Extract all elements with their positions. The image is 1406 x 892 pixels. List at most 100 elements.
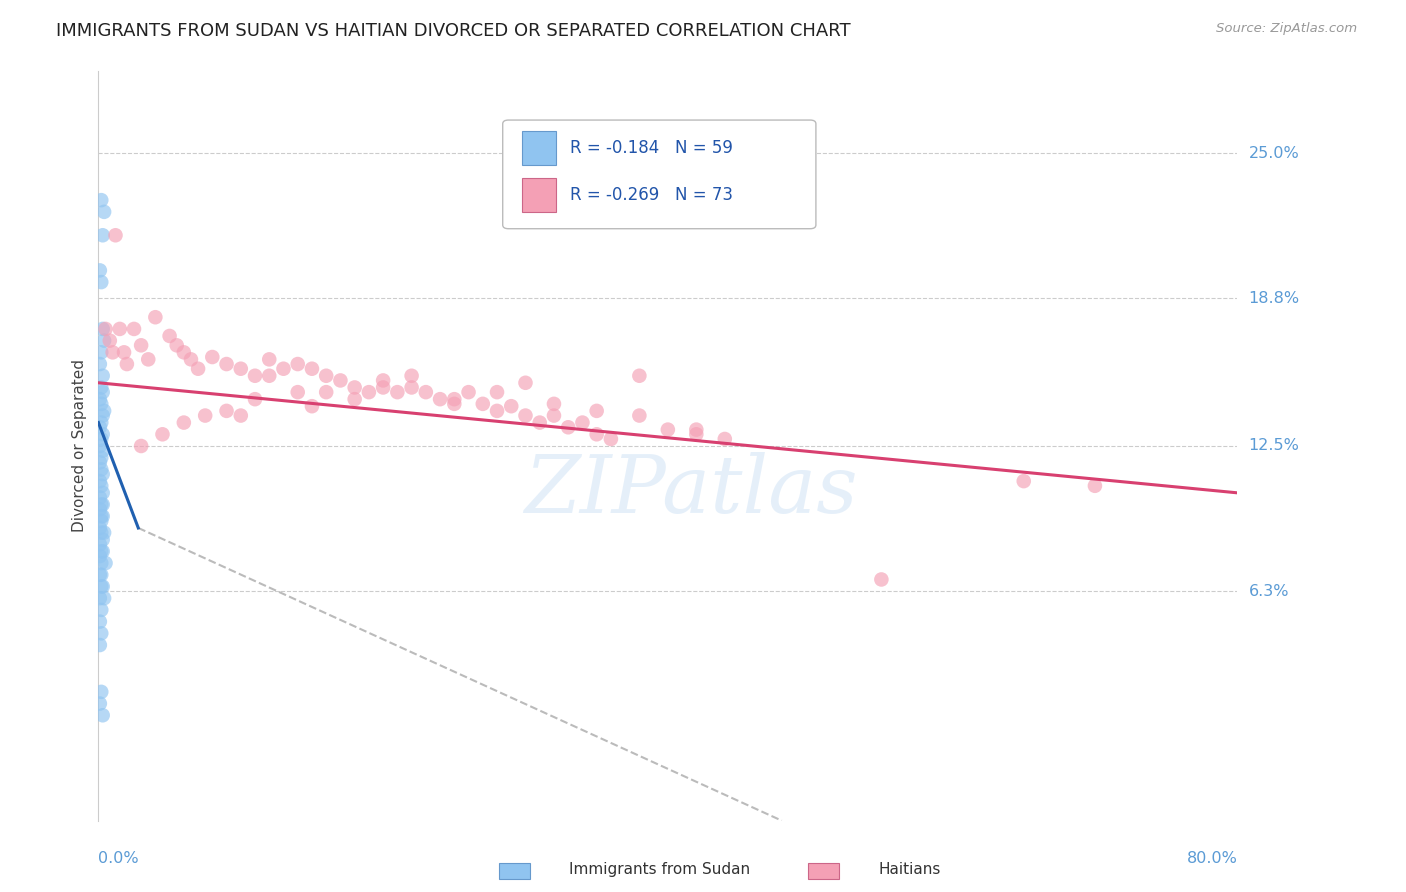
Point — [657, 423, 679, 437]
Point — [90, 275, 112, 289]
Point — [215, 404, 238, 418]
Point — [89, 697, 111, 711]
Point — [173, 416, 195, 430]
Point — [628, 368, 651, 383]
Point — [112, 345, 135, 359]
Point — [90, 345, 112, 359]
Point — [93, 591, 115, 606]
Point — [259, 352, 281, 367]
Point — [91, 485, 114, 500]
FancyBboxPatch shape — [522, 178, 557, 211]
Text: R = -0.269   N = 73: R = -0.269 N = 73 — [569, 186, 733, 204]
Point — [243, 392, 266, 407]
Point — [585, 427, 607, 442]
Point — [90, 626, 112, 640]
Point — [173, 345, 195, 359]
Point — [89, 567, 111, 582]
Point — [89, 357, 111, 371]
Point — [273, 361, 295, 376]
Point — [89, 420, 111, 434]
Point — [557, 420, 579, 434]
Point — [457, 385, 479, 400]
Point — [90, 603, 112, 617]
Point — [89, 502, 111, 516]
Point — [93, 404, 115, 418]
Point — [91, 228, 114, 243]
Text: 12.5%: 12.5% — [1249, 439, 1299, 453]
Point — [373, 373, 395, 387]
Point — [101, 345, 124, 359]
Point — [1084, 479, 1107, 493]
FancyBboxPatch shape — [503, 120, 815, 228]
Text: ZIPatlas: ZIPatlas — [524, 452, 858, 530]
Point — [89, 615, 111, 629]
Text: R = -0.184   N = 59: R = -0.184 N = 59 — [569, 139, 733, 157]
Point — [145, 310, 167, 325]
Point — [89, 491, 111, 505]
Point — [93, 334, 115, 348]
Point — [373, 380, 395, 394]
Point — [89, 537, 111, 551]
Point — [229, 409, 252, 423]
Point — [89, 455, 111, 469]
Point — [90, 580, 112, 594]
Point — [89, 549, 111, 563]
Point — [90, 685, 112, 699]
Point — [90, 509, 112, 524]
Point — [94, 322, 117, 336]
Point — [166, 338, 188, 352]
Text: 80.0%: 80.0% — [1187, 851, 1237, 866]
Point — [429, 392, 451, 407]
Point — [515, 376, 537, 390]
Point — [486, 385, 509, 400]
Point — [515, 409, 537, 423]
Point — [91, 427, 114, 442]
Point — [471, 397, 494, 411]
Point — [315, 385, 337, 400]
Point — [301, 361, 323, 376]
Point — [90, 567, 112, 582]
Point — [104, 228, 127, 243]
Point — [89, 591, 111, 606]
Point — [259, 368, 281, 383]
Point — [91, 498, 114, 512]
Point — [89, 638, 111, 652]
FancyBboxPatch shape — [522, 131, 557, 165]
Point — [94, 556, 117, 570]
Point — [243, 368, 266, 383]
Point — [90, 525, 112, 540]
Point — [91, 708, 114, 723]
Point — [401, 380, 423, 394]
Point — [129, 338, 152, 352]
Point — [90, 479, 112, 493]
Point — [685, 427, 707, 442]
Point — [387, 385, 409, 400]
Point — [91, 544, 114, 558]
Point — [91, 509, 114, 524]
Point — [91, 467, 114, 482]
Point — [90, 544, 112, 558]
Point — [714, 432, 737, 446]
Point — [89, 474, 111, 488]
Point — [215, 357, 238, 371]
Point — [89, 263, 111, 277]
Point — [90, 498, 112, 512]
Point — [685, 423, 707, 437]
Point — [90, 462, 112, 476]
Text: 0.0%: 0.0% — [98, 851, 139, 866]
Point — [870, 573, 893, 587]
Point — [90, 193, 112, 207]
Point — [229, 361, 252, 376]
Text: Haitians: Haitians — [879, 863, 941, 877]
Point — [1012, 474, 1035, 488]
Point — [415, 385, 437, 400]
Text: IMMIGRANTS FROM SUDAN VS HAITIAN DIVORCED OR SEPARATED CORRELATION CHART: IMMIGRANTS FROM SUDAN VS HAITIAN DIVORCE… — [56, 22, 851, 40]
Text: 25.0%: 25.0% — [1249, 145, 1299, 161]
Point — [90, 556, 112, 570]
Point — [90, 416, 112, 430]
Point — [91, 385, 114, 400]
Point — [187, 361, 209, 376]
Point — [343, 392, 366, 407]
Point — [115, 357, 138, 371]
Text: Immigrants from Sudan: Immigrants from Sudan — [569, 863, 751, 877]
